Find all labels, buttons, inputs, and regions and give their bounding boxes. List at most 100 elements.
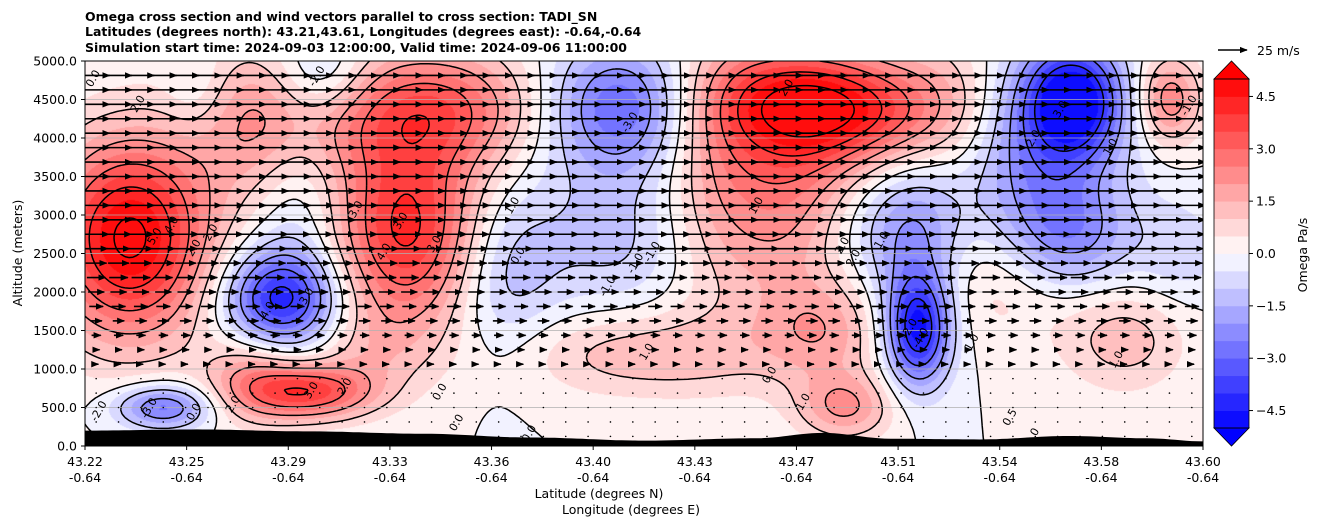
wind-vector [1168,392,1171,394]
wind-vector [184,377,187,380]
wind-vector [207,377,209,380]
wind-vector [1012,377,1014,380]
wind-vector [1191,406,1193,409]
wind-vector [900,421,902,423]
wind-vector [676,421,679,423]
wind-vector [475,377,478,380]
colorbar-segment [1214,113,1249,132]
wind-vector [497,421,500,423]
wind-vector [609,421,612,423]
wind-vector [1191,377,1193,380]
wind-vector [318,392,321,394]
wind-vector [162,421,165,423]
wind-vector [810,421,813,423]
wind-vector [587,377,589,380]
wind-vector [1168,435,1171,438]
y-tick-label: 500.0 [41,400,77,415]
wind-vector [1101,421,1104,423]
y-tick-label: 0.0 [57,439,77,454]
wind-vector [1191,435,1193,438]
x-tick-label-lat: 43.58 [1083,454,1119,469]
wind-vector [1034,377,1037,380]
wind-vector [587,435,589,438]
wind-vector [207,392,209,394]
wind-vector [430,377,433,380]
wind-vector [1168,377,1171,380]
wind-vector [699,435,701,438]
wind-vector [140,392,142,394]
x-tick-label-lat: 43.36 [474,454,510,469]
wind-vector [654,392,656,394]
wind-vector [877,392,880,394]
wind-vector [363,406,366,409]
wind-vector [922,435,925,438]
wind-vector [922,377,925,380]
chart-title-line-2: Latitudes (degrees north): 43.21,43.61, … [85,24,642,39]
wind-vector [1056,421,1059,423]
wind-vector [699,421,701,423]
wind-vector [274,421,276,423]
wind-vector [587,406,589,409]
wind-vector [296,392,299,394]
wind-vector [766,377,768,380]
wind-vector [140,421,142,423]
wind-vector [296,406,299,409]
wind-vector [341,406,343,409]
wind-vector [699,392,701,394]
wind-vector [945,377,947,380]
wind-vector [296,421,299,423]
wind-vector [945,406,947,409]
colorbar-tick-label: 0.0 [1256,246,1276,261]
wind-vector [162,392,165,394]
terrain-silhouette [85,429,1203,446]
wind-vector [341,392,343,394]
wind-vector [341,421,343,423]
colorbar-segment [1214,131,1249,150]
wind-vector [408,421,411,423]
wind-vector [251,406,254,409]
wind-vector [676,406,679,409]
wind-vector [296,377,299,380]
wind-vector [654,377,656,380]
colorbar-segment [1214,218,1249,237]
wind-vector [1079,377,1081,380]
wind-vector [1146,421,1148,423]
wind-vector [1168,421,1171,423]
colorbar-segment [1214,183,1249,202]
wind-vector [229,406,232,409]
wind-vector [318,406,321,409]
wind-vector [1123,377,1126,380]
wind-vector [743,377,746,380]
wind-vector [632,435,634,438]
wind-vector [788,377,791,380]
wind-vector [430,392,433,394]
colorbar-segment [1214,305,1249,324]
wind-vector [945,392,947,394]
colorbar: −4.5 −3.0 −1.5 0.0 1.5 3.0 4.5 [1213,60,1286,447]
wind-vector [497,406,500,409]
wind-vector [117,406,120,409]
wind-vector [162,377,165,380]
colorbar-segment [1214,270,1249,289]
colorbar-segment [1214,340,1249,359]
x-tick-label-lat: 43.60 [1185,454,1221,469]
wind-vector [274,392,276,394]
wind-vector [788,392,791,394]
wind-vector [855,377,858,380]
wind-vector [900,435,902,438]
wind-vector [95,421,97,423]
x-tick-label-lat: 43.22 [67,454,103,469]
wind-vector [520,377,522,380]
wind-vector [1123,392,1126,394]
wind-vector [207,406,209,409]
x-tick-label-lon: -0.64 [780,470,812,485]
colorbar-tick-label: 1.5 [1256,194,1276,209]
wind-vector [721,377,724,380]
wind-vector [497,377,500,380]
wind-vector [967,392,970,394]
wind-vector [877,421,880,423]
wind-vector [386,377,388,380]
wind-vector [945,421,947,423]
wind-vector [855,392,858,394]
